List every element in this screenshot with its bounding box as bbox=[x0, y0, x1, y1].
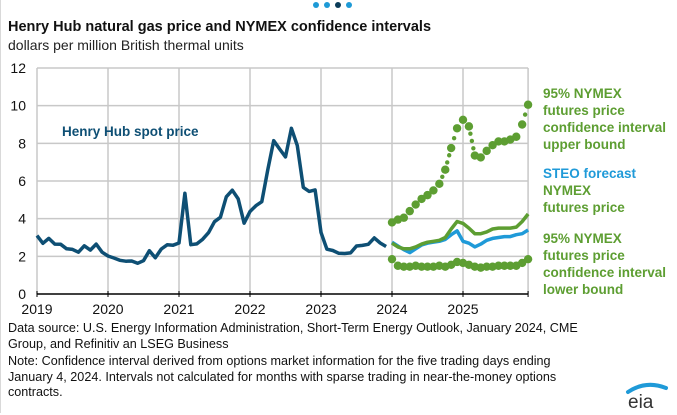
label-steo-nymex: STEO forecast NYMEX futures price bbox=[543, 165, 636, 216]
x-tick-label: 2019 bbox=[21, 301, 52, 317]
eia-logo-text: eia bbox=[628, 392, 654, 410]
y-axis-ticks: 0 2 4 6 8 10 12 bbox=[10, 60, 26, 302]
label-upper-bound: 95% NYMEX futures price confidence inter… bbox=[543, 85, 666, 153]
series-line-henry-hub-spot-price bbox=[37, 128, 386, 263]
x-tick-label: 2020 bbox=[92, 301, 123, 317]
interval-dot-95-nymex-futures-price-confidence-interval-upper-bound bbox=[523, 112, 527, 116]
eia-logo-swoosh bbox=[628, 385, 666, 392]
data-point-95-nymex-futures-price-confidence-interval-upper-bound bbox=[435, 180, 443, 188]
data-point-95-nymex-futures-price-confidence-interval-upper-bound bbox=[429, 186, 437, 194]
interval-dot-95-nymex-futures-price-confidence-interval-upper-bound bbox=[468, 131, 472, 135]
label-lower-bound: 95% NYMEX futures price confidence inter… bbox=[543, 230, 666, 298]
data-point-95-nymex-futures-price-confidence-interval-upper-bound bbox=[453, 124, 461, 132]
label-upper-line-1: 95% NYMEX bbox=[543, 85, 666, 102]
interval-dot-95-nymex-futures-price-confidence-interval-upper-bound bbox=[440, 175, 444, 179]
label-lower-line-2: futures price bbox=[543, 247, 666, 264]
label-henry-hub-spot: Henry Hub spot price bbox=[62, 123, 199, 140]
data-source-note: Data source: U.S. Energy Information Adm… bbox=[8, 321, 608, 352]
x-tick-label: 2021 bbox=[163, 301, 194, 317]
interval-dot-95-nymex-futures-price-confidence-interval-upper-bound bbox=[471, 146, 475, 150]
label-upper-line-3: confidence interval bbox=[543, 119, 666, 136]
label-lower-line-1: 95% NYMEX bbox=[543, 230, 666, 247]
label-steo-forecast: STEO forecast bbox=[543, 165, 636, 182]
x-tick-label: 2023 bbox=[305, 301, 336, 317]
data-point-95-nymex-futures-price-confidence-interval-lower-bound bbox=[388, 255, 396, 263]
y-tick-label: 8 bbox=[18, 135, 26, 151]
y-tick-label: 6 bbox=[18, 173, 26, 189]
x-axis-ticks: 2019 2020 2021 2022 2023 2024 2025 bbox=[21, 291, 528, 317]
eia-logo-icon[interactable]: eia bbox=[622, 382, 670, 415]
y-tick-label: 10 bbox=[10, 98, 26, 114]
footnote: Note: Confidence interval derived from o… bbox=[8, 354, 598, 401]
data-point-95-nymex-futures-price-confidence-interval-upper-bound bbox=[465, 122, 473, 130]
data-point-95-nymex-futures-price-confidence-interval-upper-bound bbox=[512, 133, 520, 141]
data-point-95-nymex-futures-price-confidence-interval-upper-bound bbox=[406, 207, 414, 215]
data-point-95-nymex-futures-price-confidence-interval-upper-bound bbox=[518, 120, 526, 128]
interval-dot-95-nymex-futures-price-confidence-interval-upper-bound bbox=[452, 136, 456, 140]
label-lower-line-3: confidence interval bbox=[543, 264, 666, 281]
x-tick-label: 2025 bbox=[447, 301, 478, 317]
x-tick-label: 2022 bbox=[234, 301, 265, 317]
data-point-95-nymex-futures-price-confidence-interval-upper-bound bbox=[477, 153, 485, 161]
label-lower-line-4: lower bound bbox=[543, 281, 666, 298]
y-tick-label: 0 bbox=[18, 286, 26, 302]
label-upper-line-2: futures price bbox=[543, 102, 666, 119]
data-point-95-nymex-futures-price-confidence-interval-upper-bound bbox=[441, 166, 449, 174]
data-point-95-nymex-futures-price-confidence-interval-upper-bound bbox=[400, 214, 408, 222]
y-tick-label: 2 bbox=[18, 248, 26, 264]
interval-dot-95-nymex-futures-price-confidence-interval-upper-bound bbox=[470, 139, 474, 143]
label-nymex-line-1: NYMEX bbox=[543, 182, 636, 199]
label-nymex-line-2: futures price bbox=[543, 199, 636, 216]
data-point-95-nymex-futures-price-confidence-interval-upper-bound bbox=[447, 144, 455, 152]
label-upper-line-4: upper bound bbox=[543, 136, 666, 153]
y-tick-label: 12 bbox=[10, 60, 26, 76]
x-tick-label: 2024 bbox=[376, 301, 407, 317]
interval-dot-95-nymex-futures-price-confidence-interval-upper-bound bbox=[445, 160, 449, 164]
interval-dot-95-nymex-futures-price-confidence-interval-upper-bound bbox=[447, 153, 451, 157]
data-point-95-nymex-futures-price-confidence-interval-upper-bound bbox=[459, 116, 467, 124]
data-point-95-nymex-futures-price-confidence-interval-lower-bound bbox=[524, 255, 532, 263]
data-point-95-nymex-futures-price-confidence-interval-upper-bound bbox=[524, 101, 532, 109]
y-tick-label: 4 bbox=[18, 211, 26, 227]
